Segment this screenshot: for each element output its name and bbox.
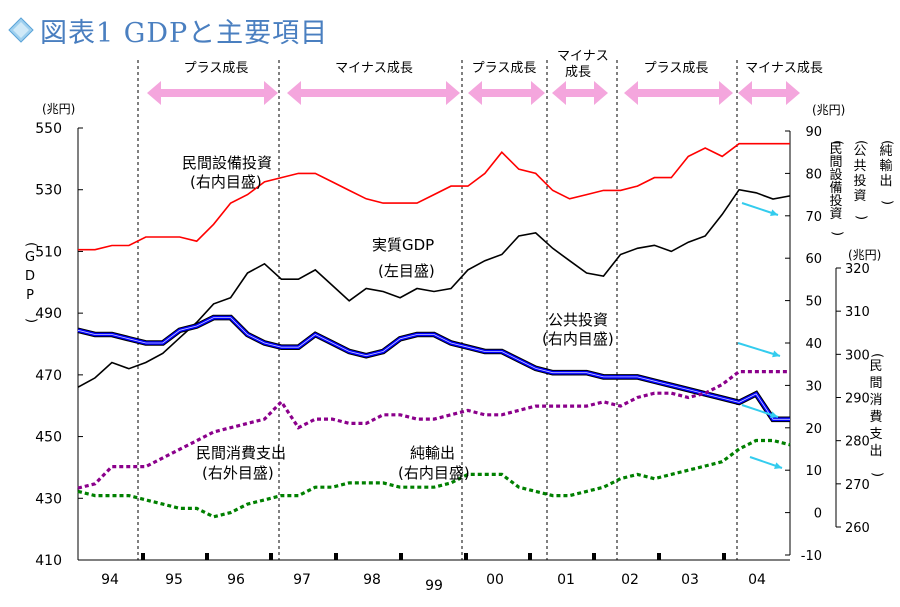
x-axis-year-mark <box>269 553 273 560</box>
right-outer-unit-label: (兆円) <box>848 248 881 262</box>
capex-label: 民間設備投資 <box>182 154 272 172</box>
phase-arrow <box>552 81 608 105</box>
x-axis-year-mark <box>528 553 532 560</box>
x-axis-tick-label: 99 <box>425 578 443 594</box>
x-axis-tick-label: 00 <box>486 572 504 588</box>
consumption-axis-title: (民間消費支出) <box>869 353 884 477</box>
phase-label: プラス成長 <box>644 61 709 76</box>
x-axis-tick-label: 96 <box>227 572 245 588</box>
capex-label-sub: (右内目盛) <box>190 173 262 191</box>
left-axis-tick-label: 490 <box>35 306 62 322</box>
x-axis-tick-label: 01 <box>557 572 575 588</box>
x-axis-year-mark <box>592 553 596 560</box>
x-axis-tick-label: 03 <box>681 572 699 588</box>
right-outer-axis-tick-label: 290 <box>845 392 870 407</box>
left-axis-tick-label: 510 <box>35 244 62 260</box>
phase-arrow-layer <box>147 81 800 105</box>
series-layer <box>77 142 791 519</box>
phase-divider-layer <box>137 60 738 560</box>
gdp-series-line <box>77 188 791 388</box>
x-axis-tick-label: 94 <box>101 572 119 588</box>
x-axis-tick-label: 95 <box>165 572 183 588</box>
x-axis-year-mark <box>205 553 209 560</box>
net-exports-axis-title: (純輸出) <box>879 140 894 205</box>
public-label-sub: (右内目盛) <box>542 330 614 348</box>
phase-label: マイナス成長 <box>335 61 413 76</box>
right-outer-axis-tick-label: 270 <box>845 478 870 493</box>
title-block: 図表1 GDPと主要項目 <box>8 8 328 52</box>
right-inner-axis-tick-label: 30 <box>805 379 822 394</box>
phase-arrow <box>468 81 545 105</box>
left-axis-tick-label: 450 <box>35 430 62 446</box>
capex-axis-title: (民間設備投資) <box>829 140 844 236</box>
left-axis-tick-label: 550 <box>35 121 62 137</box>
phase-arrow <box>738 81 800 105</box>
vertical-axis-titles: (G D P) (民間設備投資) (公共投資) (純輸出) (民間消費支出) <box>23 140 894 477</box>
right-inner-axis-tick-label: 10 <box>805 464 822 479</box>
gdp-axis-title: (G D P) <box>23 242 38 323</box>
right-inner-axis-tick-label: 70 <box>805 210 822 225</box>
gdp-label: 実質GDP <box>372 236 434 254</box>
phase-label: マイナス 成長 <box>557 49 613 80</box>
right-inner-axis-tick-label: -10 <box>801 549 822 564</box>
right-inner-axis-tick-label: 60 <box>805 252 822 267</box>
right-inner-axis-tick-label: 40 <box>805 337 822 352</box>
x-axis-year-mark <box>464 553 468 560</box>
consumption-label: 民間消費支出 <box>196 444 286 462</box>
phase-label: プラス成長 <box>472 61 537 76</box>
left-axis-tick-label: 470 <box>35 368 62 384</box>
right-inner-axis-tick-label: 80 <box>805 167 822 182</box>
public-axis-title: (公共投資) <box>853 140 868 220</box>
consumption-label-sub: (右外目盛) <box>202 464 274 482</box>
x-axis-year-mark <box>141 553 145 560</box>
phase-arrow <box>147 81 278 105</box>
cyan-pointer-line <box>737 342 781 357</box>
diamond-icon <box>8 17 34 43</box>
gdp-label-sub: (左目盛) <box>378 262 435 280</box>
x-axis-tick-label: 04 <box>748 572 766 588</box>
x-axis-year-mark <box>722 553 726 560</box>
x-axis-tick-label: 98 <box>363 572 381 588</box>
public-label: 公共投資 <box>548 311 608 329</box>
right-outer-axis-tick-label: 280 <box>845 435 870 450</box>
left-axis-tick-label: 430 <box>35 491 62 507</box>
cyan-pointer-head <box>774 462 782 469</box>
consumption-series-line <box>77 370 790 490</box>
phase-label: プラス成長 <box>184 61 249 76</box>
label-layer: プラス成長 マイナス成長 プラス成長 プラス成長 マイナス成長 マイナス 成長 … <box>42 49 881 482</box>
left-axis-tick-label: 410 <box>35 553 62 569</box>
right-inner-unit-label: (兆円) <box>812 103 845 117</box>
right-inner-axis-tick-label: 0 <box>814 507 822 522</box>
right-outer-axis-tick-label: 260 <box>845 521 870 536</box>
x-axis-tick-label: 02 <box>621 572 639 588</box>
x-axis-year-mark <box>334 553 338 560</box>
page-title: 図表1 GDPと主要項目 <box>40 17 329 49</box>
cyan-pointer-head <box>770 209 778 217</box>
right-inner-axis-tick-label: 20 <box>805 422 822 437</box>
left-axis-tick-label: 530 <box>35 183 62 199</box>
phase-label: マイナス成長 <box>745 61 823 76</box>
net-exports-label: 純輸出 <box>410 444 455 462</box>
phase-arrow <box>287 81 460 105</box>
net-exports-label-sub: (右内目盛) <box>398 464 470 482</box>
cyan-pointer-head <box>772 350 780 358</box>
cyan-pointer-head <box>770 411 778 419</box>
right-outer-axis-tick-label: 310 <box>845 305 870 320</box>
net-exports-series-line <box>77 438 791 519</box>
right-outer-axis-tick-label: 300 <box>845 348 870 363</box>
x-axis-tick-label: 97 <box>293 572 311 588</box>
right-inner-axis-tick-label: 90 <box>805 125 822 140</box>
x-axis-year-mark <box>657 553 661 560</box>
phase-arrow <box>624 81 733 105</box>
x-axis-year-mark <box>399 553 403 560</box>
left-unit-label: (兆円) <box>42 102 75 116</box>
public-series-highlight <box>77 317 790 420</box>
right-inner-axis-tick-label: 50 <box>805 295 822 310</box>
right-outer-axis-tick-label: 320 <box>845 262 870 277</box>
